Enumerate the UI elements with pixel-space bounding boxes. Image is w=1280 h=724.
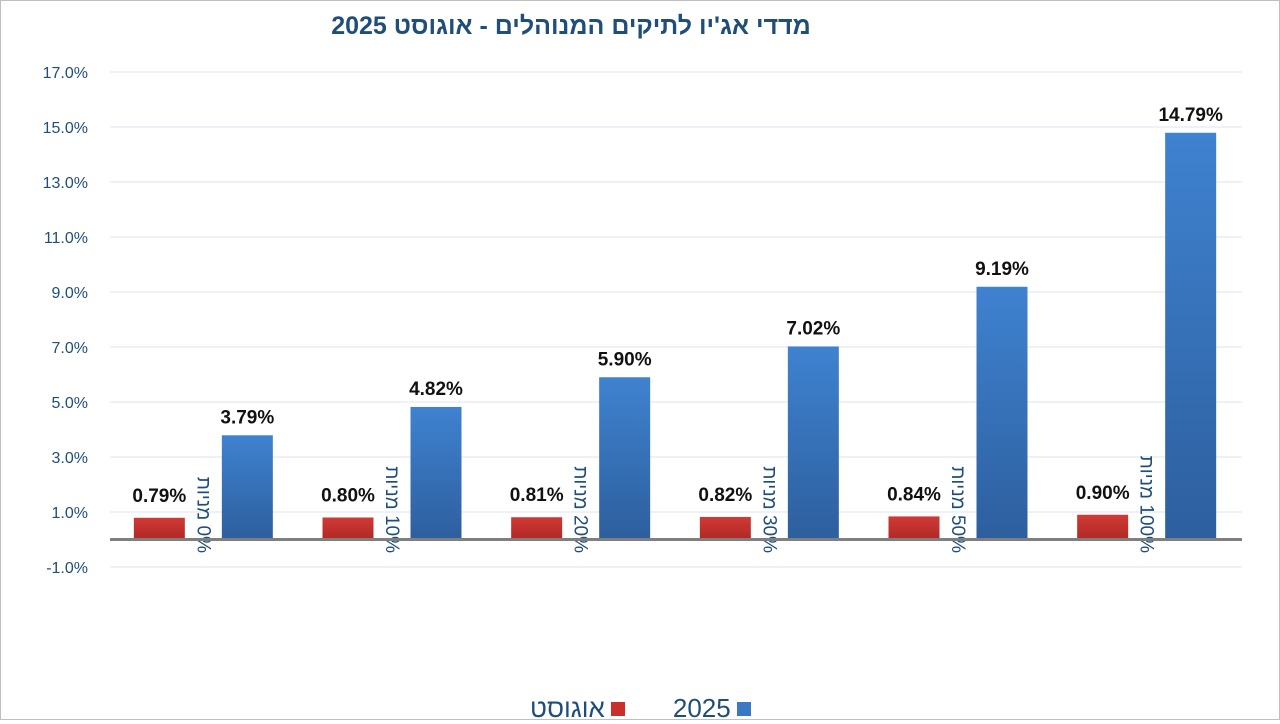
legend-item-august: אוגוסט xyxy=(530,693,625,724)
bar-august xyxy=(511,517,563,540)
bar-august xyxy=(699,516,751,540)
data-label: 0.82% xyxy=(698,485,752,506)
y-tick-label: 9.0% xyxy=(52,285,88,302)
legend-swatch-blue xyxy=(736,701,751,716)
legend: אוגוסט 2025 xyxy=(530,693,751,724)
category-label: 10% מניות xyxy=(381,466,402,553)
y-tick-label: 3.0% xyxy=(52,450,88,467)
data-label: 0.81% xyxy=(510,485,564,506)
chart-title: מדדי אג'יו לתיקים המנוהלים - אוגוסט 2025 xyxy=(331,12,811,40)
data-label: 4.82% xyxy=(409,379,463,400)
category-label: 0% מניות xyxy=(192,477,213,553)
y-tick-label: 11.0% xyxy=(44,230,88,247)
bar-2025 xyxy=(787,346,839,540)
bar-2025 xyxy=(1165,132,1217,540)
data-label: 0.90% xyxy=(1076,483,1130,504)
bar-august xyxy=(1077,514,1129,540)
data-label: 0.84% xyxy=(887,484,941,505)
data-label: 7.02% xyxy=(786,318,840,339)
category-label: 30% מניות xyxy=(758,466,779,553)
bar-august xyxy=(322,517,374,540)
legend-swatch-red xyxy=(610,701,625,716)
y-tick-label: 15.0% xyxy=(43,120,88,137)
category-label: 100% מניות xyxy=(1136,456,1157,553)
data-label: 0.79% xyxy=(132,486,186,507)
category-label: 20% מניות xyxy=(570,466,591,553)
data-label: 14.79% xyxy=(1158,105,1223,126)
y-tick-label: 1.0% xyxy=(52,505,88,522)
bar-2025 xyxy=(410,406,462,540)
y-tick-label: 5.0% xyxy=(52,395,88,412)
y-tick-label: 17.0% xyxy=(43,65,88,82)
data-label: 5.90% xyxy=(598,349,652,370)
bar-august xyxy=(133,517,185,540)
legend-item-2025: 2025 xyxy=(673,693,751,724)
legend-label: אוגוסט xyxy=(530,693,605,723)
y-tick-label: 13.0% xyxy=(43,175,88,192)
data-label: 0.80% xyxy=(321,486,375,507)
bar-2025 xyxy=(221,435,273,540)
legend-label: 2025 xyxy=(672,693,731,723)
category-label: 50% מניות xyxy=(947,466,968,553)
bar-2025 xyxy=(599,377,651,540)
y-tick-label: -1.0% xyxy=(46,560,88,577)
bar-august xyxy=(888,516,940,540)
data-label: 9.19% xyxy=(975,259,1029,280)
bar-2025 xyxy=(976,286,1028,540)
y-tick-label: 7.0% xyxy=(52,340,88,357)
data-label: 3.79% xyxy=(220,407,274,428)
